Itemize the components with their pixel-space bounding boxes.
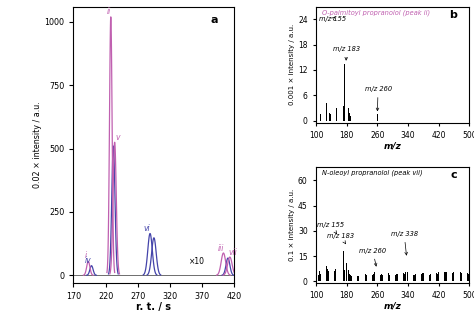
Text: m/z 260: m/z 260 — [359, 248, 386, 266]
Text: i: i — [85, 251, 87, 260]
Text: c: c — [450, 170, 457, 180]
Text: m/z 183: m/z 183 — [333, 46, 360, 60]
Text: ii: ii — [107, 7, 111, 16]
Text: iii: iii — [218, 244, 224, 253]
Text: v: v — [116, 133, 120, 142]
Text: m/z 155: m/z 155 — [319, 16, 346, 22]
Text: m/z 155: m/z 155 — [317, 222, 344, 234]
Text: O-palmitoyl propranolol (peak ii): O-palmitoyl propranolol (peak ii) — [322, 9, 430, 15]
Text: vi: vi — [144, 224, 150, 234]
X-axis label: r. t. / s: r. t. / s — [137, 302, 172, 312]
Text: m/z 260: m/z 260 — [365, 86, 392, 111]
Y-axis label: 0.001 × intensity / a.u.: 0.001 × intensity / a.u. — [289, 24, 295, 105]
Text: m/z 338: m/z 338 — [391, 231, 418, 255]
Text: b: b — [449, 10, 457, 20]
Text: N-oleoyl propranolol (peak vii): N-oleoyl propranolol (peak vii) — [322, 169, 423, 176]
X-axis label: m/z: m/z — [384, 141, 401, 150]
Text: vii: vii — [228, 248, 237, 257]
Y-axis label: 0.1 × intensity / a.u.: 0.1 × intensity / a.u. — [289, 189, 295, 261]
Text: ×10: ×10 — [189, 257, 205, 266]
Text: m/z 183: m/z 183 — [327, 233, 354, 244]
Text: a: a — [211, 15, 218, 25]
Text: iv: iv — [84, 256, 91, 265]
Y-axis label: 0.02 × intensity / a.u.: 0.02 × intensity / a.u. — [33, 101, 42, 188]
X-axis label: m/z: m/z — [384, 302, 401, 311]
